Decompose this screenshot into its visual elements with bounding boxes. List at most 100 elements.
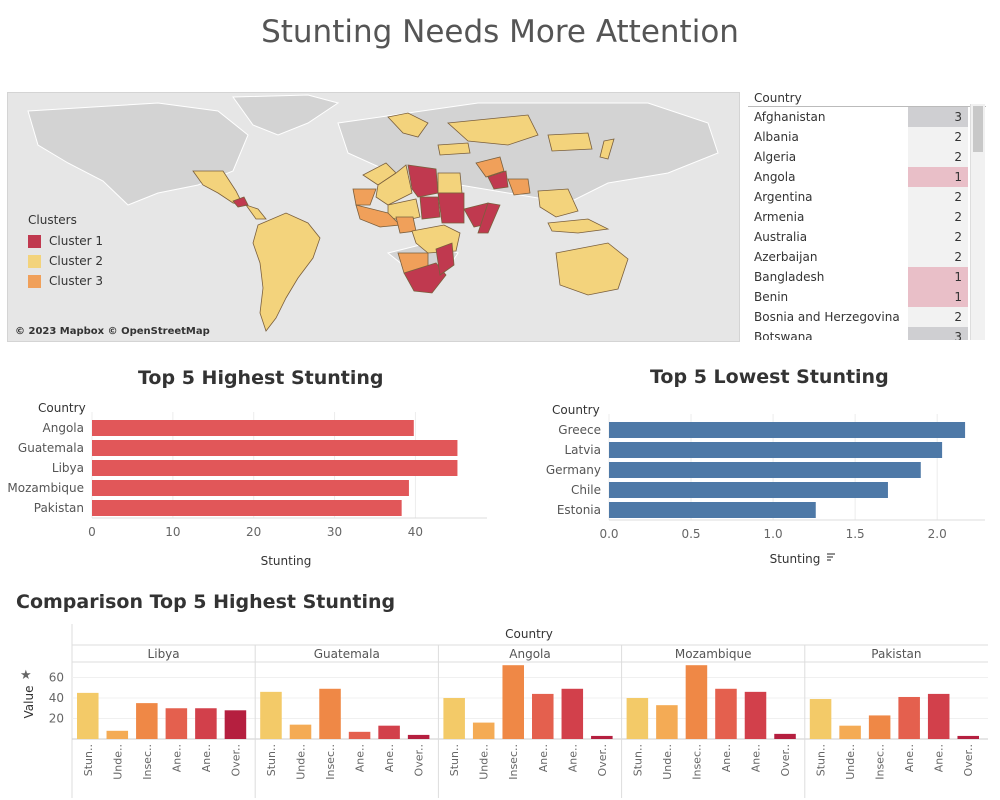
map-region-central-america [244,204,267,220]
country-cluster-table[interactable]: Country Afghanistan 3 Albania 2 Algeria 2 Ango… [748,90,986,340]
map-legend-label: Cluster 1 [49,234,104,248]
category-header: Country [38,401,86,415]
world-map-shapes [8,93,739,341]
measure-label: Over.. [229,744,242,776]
bar [348,731,371,739]
country-table-row[interactable]: Albania 2 [748,127,986,147]
category-label: Angola [43,421,84,435]
measure-label: Ane.. [383,744,396,772]
cluster-value: 2 [908,227,968,247]
chart-comparison: Country Value ★ 20 40 60 Libya Stun.. Unde.. Inse… [20,624,988,798]
country-table-row[interactable]: Armenia 2 [748,207,986,227]
bar [609,442,943,458]
map-legend-title: Clusters [28,213,77,227]
x-tick-label: 40 [408,525,423,539]
measure-label: Ane.. [566,744,579,772]
country-table-row[interactable]: Benin 1 [748,287,986,307]
country-table-row[interactable]: Australia 2 [748,227,986,247]
cluster-value: 1 [908,167,968,187]
measure-label: Unde.. [661,744,674,780]
country-name: Argentina [754,190,813,204]
legend-swatch [28,274,41,288]
country-table-row[interactable]: Botswana 3 [748,327,986,340]
bar [868,715,891,739]
measure-label: Ane.. [903,744,916,772]
measure-label: Unde.. [295,744,308,780]
country-table-scrollbar[interactable] [970,104,985,340]
cluster-value: 1 [908,267,968,287]
country-name: Algeria [754,150,797,164]
world-map[interactable]: Clusters Cluster 1 Cluster 2 Cluster 3 ©… [7,92,740,342]
group-label: Mozambique [675,647,752,661]
legend-swatch [28,234,41,248]
measure-label: Insec.. [874,744,887,780]
bar [609,482,888,498]
bar [898,696,920,739]
bar [561,688,584,739]
country-name: Afghanistan [754,110,826,124]
bar [626,698,649,739]
country-name: Azerbaijan [754,250,818,264]
country-table-row[interactable]: Bangladesh 1 [748,267,986,287]
bar [774,733,796,739]
map-legend-item[interactable]: Cluster 3 [28,271,103,291]
group-label: Angola [509,647,550,661]
map-region-indonesia [547,218,610,234]
bar [92,440,458,456]
country-table-row[interactable]: Algeria 2 [748,147,986,167]
chart-highest-stunting: 0 10 20 30 40 Country Angola Guatemala Libya Moza… [7,401,487,568]
map-region-somalia [477,202,501,234]
chart-title-comparison: Comparison Top 5 Highest Stunting [16,591,396,613]
bar [656,705,678,739]
measure-label: Ane.. [170,744,183,772]
map-region-south-asia [507,178,531,196]
country-name: Armenia [754,210,805,224]
bar [224,710,247,739]
category-label: Libya [52,461,84,475]
measure-label: Stun.. [265,744,278,776]
country-name: Australia [754,230,808,244]
country-name: Bangladesh [754,270,825,284]
category-label: Greece [558,423,601,437]
country-table-row[interactable]: Argentina 2 [748,187,986,207]
country-table-row[interactable]: Bosnia and Herzegovina 2 [748,307,986,327]
measure-label: Ane.. [750,744,763,772]
bar [809,699,832,739]
cluster-value: 2 [908,207,968,227]
bar [715,688,737,739]
legend-swatch [28,254,41,268]
measure-label: Stun.. [815,744,828,776]
bar [609,462,921,478]
chart-title-lowest: Top 5 Lowest Stunting [650,366,889,388]
bar [319,688,341,739]
chart-lowest-stunting: 0.0 0.5 1.0 1.5 2.0 Country Greece Latvia German… [546,403,985,566]
measure-label: Ane.. [537,744,550,772]
measure-label: Insec.. [507,744,520,780]
map-legend-item[interactable]: Cluster 2 [28,251,103,271]
country-table-row[interactable]: Afghanistan 3 [748,107,986,127]
measure-label: Unde.. [844,744,857,780]
country-table-row[interactable]: Angola 1 [748,167,986,187]
category-label: Pakistan [34,501,84,515]
country-table-row[interactable]: Azerbaijan 2 [748,247,986,267]
bar [609,502,816,518]
bar [957,735,979,739]
cluster-value: 2 [908,147,968,167]
map-legend-item[interactable]: Cluster 1 [28,231,103,251]
bar [407,734,430,739]
map-region-southeast-asia [537,188,579,218]
scrollbar-thumb[interactable] [973,106,983,152]
bar [839,725,861,739]
cluster-value: 3 [908,327,968,340]
pin-icon: ★ [20,668,32,683]
country-name: Botswana [754,330,813,340]
map-region-pakistan [487,170,509,190]
bar [77,692,99,739]
map-region-egypt [437,172,463,194]
measure-label: Insec.. [690,744,703,780]
bar [92,500,402,516]
x-axis-label: Stunting [261,554,312,568]
measure-label: Over.. [596,744,609,776]
map-region-mozambique [435,242,455,276]
map-region-kazakhstan [447,114,539,146]
